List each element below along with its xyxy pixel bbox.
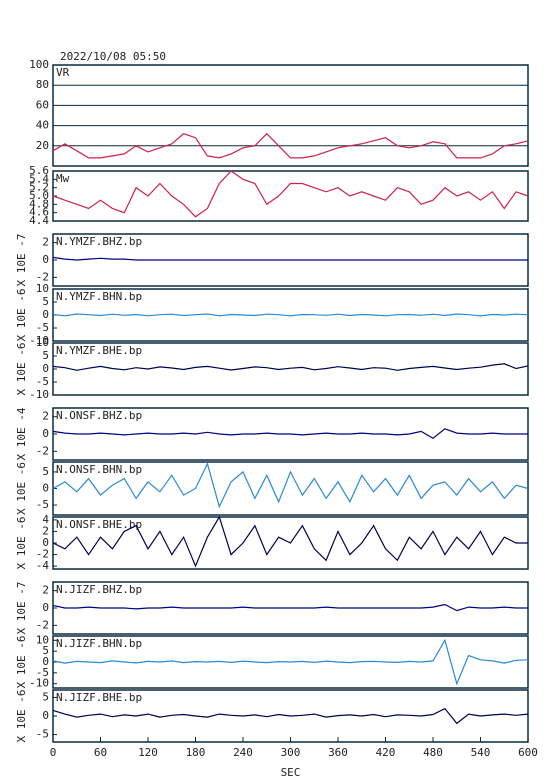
y-tick-label: 20	[36, 139, 49, 152]
y-axis-label: X 10E -6	[15, 343, 28, 396]
trace	[52, 638, 529, 686]
y-tick-label: 2	[42, 524, 49, 537]
y-axis-label: X 10E -4	[15, 407, 28, 460]
y-tick-label: 5	[42, 465, 49, 478]
x-tick-label: 600	[518, 746, 538, 759]
x-tick-label: 0	[50, 746, 57, 759]
y-tick-label: -10	[29, 677, 49, 690]
y-tick-label: 0	[42, 308, 49, 321]
trace	[52, 363, 529, 371]
y-tick-label: 2	[42, 584, 49, 597]
y-tick-label: 5.0	[29, 189, 49, 202]
x-tick-label: 480	[423, 746, 443, 759]
y-tick-label: 2	[42, 410, 49, 423]
y-tick-label: -5	[36, 728, 49, 741]
y-tick-label: -2	[36, 270, 49, 283]
x-tick-label: 420	[376, 746, 396, 759]
y-tick-label: 10	[36, 282, 49, 295]
trace	[52, 428, 528, 440]
chart-title: 2022/10/08 05:50	[60, 50, 166, 63]
y-tick-label: 5	[42, 644, 49, 657]
x-tick-label: 540	[471, 746, 491, 759]
y-tick-label: 0	[42, 709, 49, 722]
y-tick-label: 0	[42, 427, 49, 440]
y-tick-label: -10	[29, 334, 49, 347]
y-tick-label: -5	[36, 321, 49, 334]
y-tick-label: 0	[42, 482, 49, 495]
trace	[52, 132, 529, 159]
panel-frame	[52, 64, 529, 167]
trace	[52, 515, 528, 568]
y-tick-label: -2	[36, 618, 49, 631]
y-axis-label: X 10E -7	[15, 234, 28, 287]
panel-label: N.ONSF.BHE.bp	[56, 518, 142, 531]
trace	[52, 170, 529, 218]
y-tick-label: 0	[42, 253, 49, 266]
y-tick-label: 4	[42, 513, 49, 526]
panel-label: N.YMZF.BHE.bp	[56, 344, 142, 357]
y-tick-label: 5.6	[29, 164, 49, 177]
x-tick-label: 180	[186, 746, 206, 759]
y-axis-label: X 10E -6	[15, 517, 28, 570]
panel-label: Mw	[56, 172, 70, 185]
y-tick-label: 0	[42, 655, 49, 668]
y-axis-label: X 10E -6	[15, 462, 28, 515]
y-tick-label: 5.2	[29, 181, 49, 194]
y-axis-label: X 10E -6	[15, 289, 28, 342]
y-tick-label: 40	[36, 119, 49, 132]
y-tick-label: -4	[36, 559, 50, 572]
y-tick-label: 5.4	[29, 172, 49, 185]
y-tick-label: 10	[36, 336, 49, 349]
x-tick-label: 120	[138, 746, 158, 759]
y-tick-label: -5	[36, 375, 49, 388]
panel-label: N.JIZF.BHE.bp	[56, 691, 142, 704]
y-tick-label: 100	[29, 58, 49, 71]
y-tick-label: 4.8	[29, 197, 49, 210]
panel-label: N.YMZF.BHN.bp	[56, 290, 142, 303]
y-axis-label: X 10E -6	[15, 636, 28, 689]
x-tick-label: 240	[233, 746, 253, 759]
y-tick-label: 10	[36, 633, 49, 646]
y-axis-label: X 10E -7	[15, 582, 28, 635]
y-tick-label: -10	[29, 388, 49, 401]
panel-label: N.ONSF.BHN.bp	[56, 463, 142, 476]
trace	[52, 461, 529, 509]
y-tick-label: 5	[42, 349, 49, 362]
x-tick-label: 360	[328, 746, 348, 759]
y-tick-label: -5	[36, 498, 49, 511]
y-tick-label: 0	[42, 362, 49, 375]
trace	[52, 707, 529, 725]
panel-label: N.JIZF.BHZ.bp	[56, 583, 142, 596]
y-axis-label: X 10E -6	[15, 690, 28, 743]
x-tick-label: 300	[281, 746, 301, 759]
y-tick-label: 80	[36, 78, 49, 91]
y-tick-label: 5	[42, 295, 49, 308]
panel-label: N.JIZF.BHN.bp	[56, 637, 142, 650]
y-tick-label: 60	[36, 98, 49, 111]
y-tick-label: -2	[36, 444, 49, 457]
x-axis-label: SEC	[281, 766, 301, 779]
x-tick-label: 60	[94, 746, 107, 759]
y-tick-label: 0	[42, 536, 49, 549]
panel-label: VR	[56, 66, 70, 79]
trace	[52, 313, 529, 317]
y-tick-label: 2	[42, 236, 49, 249]
panel-label: N.YMZF.BHZ.bp	[56, 235, 142, 248]
y-tick-label: 4.6	[29, 206, 49, 219]
y-tick-label: 5	[42, 690, 49, 703]
y-tick-label: 0	[42, 601, 49, 614]
panel-label: N.ONSF.BHZ.bp	[56, 409, 142, 422]
trace	[52, 256, 528, 261]
y-tick-label: 4.4	[29, 214, 49, 227]
y-tick-label: -5	[36, 666, 49, 679]
y-tick-label: -2	[36, 548, 49, 561]
trace	[52, 603, 528, 612]
